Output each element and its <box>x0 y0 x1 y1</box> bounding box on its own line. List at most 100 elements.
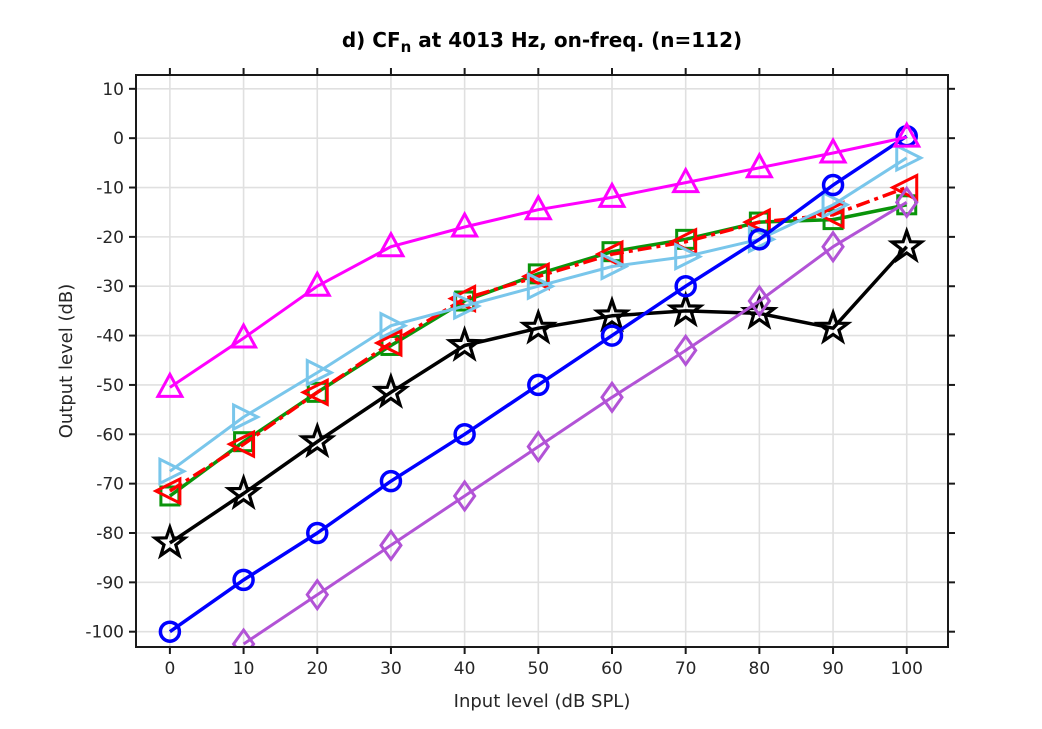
triangle-right-marker <box>379 311 409 341</box>
star-marker <box>666 290 706 328</box>
x-tick-label: 90 <box>822 659 844 679</box>
y-tick-label: 0 <box>113 129 124 149</box>
y-tick-label: -10 <box>96 179 124 199</box>
star-marker <box>813 307 853 345</box>
circle-marker <box>748 228 771 251</box>
circle-marker <box>232 568 255 592</box>
series-line-blue-circle <box>168 134 908 634</box>
star-marker <box>150 522 190 560</box>
star-marker <box>371 371 411 409</box>
y-tick-label: -40 <box>96 327 124 347</box>
triangle-left-marker <box>520 261 550 291</box>
triangle-up-marker <box>450 210 480 238</box>
x-tick-label: 60 <box>601 659 623 679</box>
x-tick-label: 30 <box>380 659 402 679</box>
triangle-left-marker <box>742 207 771 237</box>
triangle-up-marker <box>818 136 848 164</box>
diamond-marker <box>894 185 919 219</box>
triangle-up-marker <box>302 270 332 297</box>
triangle-up-marker <box>892 121 922 148</box>
x-tick-label: 0 <box>164 659 175 679</box>
diamond-marker <box>526 430 551 464</box>
triangle-up-marker <box>376 230 406 258</box>
tick-labels: 0 10 20 30 40 50 60 70 80 90 100100-10-20-30-40-50… <box>85 80 923 679</box>
triangle-right-marker <box>895 143 925 173</box>
circle-marker <box>158 620 182 643</box>
circle-marker <box>821 173 845 197</box>
star-marker <box>224 473 263 511</box>
y-axis-label: Output level (dB) <box>56 284 77 439</box>
triangle-up-marker <box>671 166 701 194</box>
chart-title: d) CFn at 4013 Hz, on-freq. (n=112) <box>342 28 742 56</box>
triangle-left-marker <box>373 328 403 358</box>
diamond-marker <box>673 333 698 367</box>
y-tick-label: -50 <box>96 376 124 396</box>
axes-box-and-ticks <box>129 68 955 654</box>
triangle-right-marker <box>821 190 851 220</box>
y-tick-label: -80 <box>96 524 124 544</box>
y-tick-label: -100 <box>85 623 124 643</box>
series-purple-diamond <box>231 185 919 647</box>
circle-marker <box>600 324 624 347</box>
circle-marker <box>306 521 329 545</box>
series-red-left-triangle <box>152 173 919 506</box>
triangle-left-marker <box>447 284 477 313</box>
triangle-up-marker <box>597 181 627 208</box>
diamond-marker <box>821 230 845 264</box>
triangle-right-marker <box>526 271 556 301</box>
series-line-cyan-right-triangle <box>169 156 908 473</box>
x-tick-label: 70 <box>675 659 697 679</box>
x-tick-label: 20 <box>306 659 328 679</box>
triangle-right-marker <box>232 402 261 432</box>
triangle-up-marker <box>523 193 553 221</box>
series-blue-circle <box>158 124 918 643</box>
star-marker <box>592 295 632 333</box>
gridlines <box>136 75 948 647</box>
triangle-up-marker <box>155 371 185 398</box>
star-marker <box>887 226 927 264</box>
x-tick-label: 50 <box>527 659 549 679</box>
triangle-up-marker <box>744 151 774 179</box>
x-tick-label: 80 <box>749 659 771 679</box>
series-line-black-star <box>168 245 908 545</box>
triangle-right-marker <box>600 252 630 281</box>
triangle-left-marker <box>299 377 329 407</box>
triangle-right-marker <box>453 291 482 321</box>
series-magenta-up-triangle <box>155 121 922 398</box>
star-marker <box>518 307 558 345</box>
y-tick-label: -90 <box>96 573 124 593</box>
series-line-magenta-up-triangle <box>169 135 908 389</box>
star-marker <box>445 325 485 362</box>
y-tick-label: -20 <box>96 228 124 248</box>
triangle-left-marker <box>226 429 256 459</box>
y-tick-label: -30 <box>96 277 124 297</box>
y-tick-label: -60 <box>96 425 124 445</box>
circle-marker <box>453 423 476 446</box>
diamond-marker <box>452 479 477 513</box>
circle-marker <box>527 373 550 397</box>
diamond-marker <box>231 627 256 647</box>
x-tick-label: 40 <box>454 659 476 679</box>
x-tick-label: 10 <box>233 659 255 679</box>
triangle-right-marker <box>305 358 335 388</box>
triangle-left-marker <box>815 200 845 230</box>
triangle-right-marker <box>158 456 188 486</box>
triangle-left-marker <box>152 476 182 506</box>
triangle-right-marker <box>674 242 704 272</box>
diamond-marker <box>305 578 330 612</box>
triangle-up-marker <box>229 321 259 349</box>
x-tick-label: 100 <box>891 659 923 679</box>
series-line-purple-diamond <box>242 201 908 646</box>
diamond-marker <box>379 528 403 562</box>
diamond-marker <box>600 380 624 414</box>
x-axis-label: Input level (dB SPL) <box>454 691 631 712</box>
diamond-marker <box>747 284 772 318</box>
circle-marker <box>674 274 697 298</box>
y-tick-label: 10 <box>102 80 124 100</box>
star-marker <box>297 421 337 459</box>
plot-box <box>135 74 949 648</box>
data-series <box>150 121 927 647</box>
circle-marker <box>379 469 403 493</box>
